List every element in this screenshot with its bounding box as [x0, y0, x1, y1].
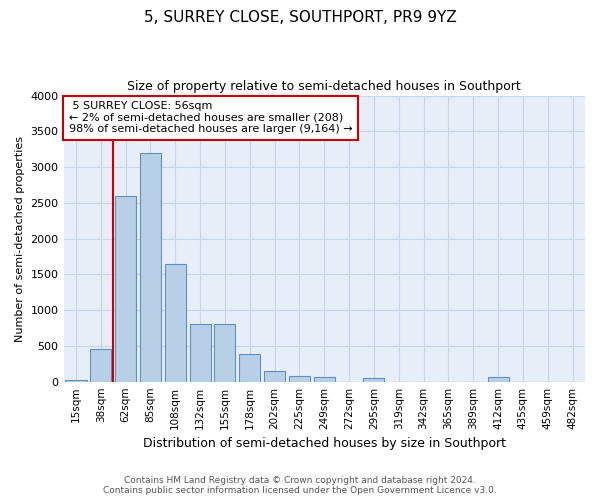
Bar	[165, 264, 186, 382]
Y-axis label: Number of semi-detached properties: Number of semi-detached properties	[15, 136, 25, 342]
Bar	[239, 354, 260, 382]
Text: 5, SURREY CLOSE, SOUTHPORT, PR9 9YZ: 5, SURREY CLOSE, SOUTHPORT, PR9 9YZ	[143, 10, 457, 25]
Bar	[90, 350, 112, 382]
Bar	[190, 324, 211, 382]
Bar	[140, 153, 161, 382]
Title: Size of property relative to semi-detached houses in Southport: Size of property relative to semi-detach…	[127, 80, 521, 93]
Text: Contains HM Land Registry data © Crown copyright and database right 2024.
Contai: Contains HM Land Registry data © Crown c…	[103, 476, 497, 495]
Bar	[364, 378, 385, 382]
Bar	[115, 196, 136, 382]
Bar	[264, 370, 285, 382]
Bar	[289, 376, 310, 382]
Bar	[214, 324, 235, 382]
Bar	[65, 380, 86, 382]
Text: 5 SURREY CLOSE: 56sqm
← 2% of semi-detached houses are smaller (208)
98% of semi: 5 SURREY CLOSE: 56sqm ← 2% of semi-detac…	[68, 102, 352, 134]
X-axis label: Distribution of semi-detached houses by size in Southport: Distribution of semi-detached houses by …	[143, 437, 506, 450]
Bar	[314, 378, 335, 382]
Bar	[488, 376, 509, 382]
